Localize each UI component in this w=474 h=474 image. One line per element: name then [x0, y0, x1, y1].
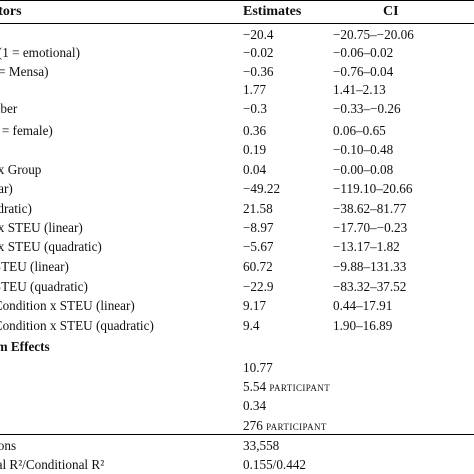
table-row: tion (1 = emotional) −0.02 −0.06–0.02 [0, 43, 474, 62]
ci-value: −0.76–0.04 [333, 64, 394, 79]
estimate-value: 0.19 [243, 142, 267, 157]
table-row: o x STEU (quadratic) −22.9 −83.32–37.52 [0, 277, 474, 296]
estimate-value: −8.97 [243, 220, 274, 235]
section-title: om Effects [0, 339, 50, 354]
header-rule [0, 23, 474, 24]
observations-value: 33,558 [243, 438, 280, 453]
ci-value: −0.00–0.08 [333, 162, 394, 177]
random-effect-value: 5.54 PARTICIPANT [243, 377, 330, 398]
random-effect-number: 5.54 [243, 379, 267, 394]
random-effect-number: 276 [243, 418, 263, 433]
ci-value: −0.10–0.48 [333, 142, 394, 157]
ci-value: −83.32–37.52 [333, 279, 407, 294]
predictor-label: o (1 = Mensa) [0, 64, 49, 79]
ci-value: −20.75–−20.06 [333, 27, 414, 42]
random-effect-value: 276 PARTICIPANT [243, 416, 327, 437]
random-effects-heading: om Effects [0, 337, 474, 356]
top-rule [0, 0, 474, 1]
random-effect-subscript: PARTICIPANT [266, 422, 327, 432]
table-row: (linear) −49.22 −119.10–20.66 [0, 179, 474, 198]
random-effect-subscript: PARTICIPANT [269, 383, 331, 393]
table-row: o x Condition x STEU (quadratic) 9.4 1.9… [0, 316, 474, 335]
ci-value: −9.88–131.33 [333, 259, 407, 274]
predictor-label: (linear) [0, 181, 13, 196]
table-row: er (1 = female) 0.36 0.06–0.65 [0, 121, 474, 140]
estimate-value: −20.4 [243, 27, 274, 42]
predictor-label: Number [0, 101, 18, 116]
ci-value: −0.33–−0.26 [333, 101, 401, 116]
estimate-value: −5.67 [243, 239, 274, 254]
ci-value: 0.44–17.91 [333, 298, 393, 313]
random-effect-value: 10.77 [243, 360, 273, 375]
table-row: o x Condition x STEU (linear) 9.17 0.44–… [0, 296, 474, 315]
table-row: (quadratic) 21.58 −38.62–81.77 [0, 199, 474, 218]
estimate-value: 9.17 [243, 298, 267, 313]
predictor-label: tion (1 = emotional) [0, 45, 80, 60]
estimate-value: 60.72 [243, 259, 273, 274]
table-row: ept −20.4 −20.75–−20.06 [0, 25, 474, 44]
table-row: tion x Group 0.04 −0.00–0.08 [0, 160, 474, 179]
random-effect-value: 0.34 [243, 398, 267, 413]
ci-value: −119.10–20.66 [333, 181, 413, 196]
table-row: 0.19 −0.10–0.48 [0, 140, 474, 159]
ci-value: 1.90–16.89 [333, 318, 393, 333]
predictor-label: o x STEU (linear) [0, 259, 69, 274]
header-ci: CI [383, 4, 399, 19]
table-row: 1.77 1.41–2.13 [0, 80, 474, 99]
ci-value: 0.06–0.65 [333, 123, 386, 138]
r2-label: nal R²/Conditional R² [0, 457, 105, 472]
estimate-value: 0.04 [243, 162, 267, 177]
predictor-label: tion x Group [0, 162, 42, 177]
predictor-label: o x Condition x STEU (quadratic) [0, 318, 154, 333]
estimate-value: −22.9 [243, 279, 274, 294]
ci-value: −13.17–1.82 [333, 239, 400, 254]
observations-label: vations [0, 438, 17, 453]
header-predictors: ctors [0, 4, 22, 19]
table-row: o x STEU (linear) 60.72 −9.88–131.33 [0, 257, 474, 276]
random-effect-row: 10.77 [0, 358, 474, 377]
estimate-value: −0.02 [243, 45, 274, 60]
random-effect-row: 276 PARTICIPANT [0, 416, 474, 435]
estimate-value: 1.77 [243, 82, 267, 97]
table-row: tion x STEU (quadratic) −5.67 −13.17–1.8… [0, 237, 474, 256]
predictor-label: tion x STEU (quadratic) [0, 239, 102, 254]
observations-row: vations 33,558 [0, 436, 474, 455]
table-row: o (1 = Mensa) −0.36 −0.76–0.04 [0, 62, 474, 81]
table-row: Number −0.3 −0.33–−0.26 [0, 99, 474, 118]
table-row: tion x STEU (linear) −8.97 −17.70–−0.23 [0, 218, 474, 237]
predictor-label: tion x STEU (linear) [0, 220, 83, 235]
estimate-value: 0.36 [243, 123, 267, 138]
predictor-label: (quadratic) [0, 201, 32, 216]
r2-value: 0.155/0.442 [243, 457, 307, 472]
header-estimates: Estimates [243, 4, 302, 19]
predictor-label: o x Condition x STEU (linear) [0, 298, 135, 313]
r2-row: nal R²/Conditional R² 0.155/0.442 [0, 455, 474, 474]
ci-value: 1.41–2.13 [333, 82, 386, 97]
ci-value: −38.62–81.77 [333, 201, 407, 216]
estimate-value: −0.3 [243, 101, 267, 116]
predictor-label: o x STEU (quadratic) [0, 279, 88, 294]
ci-value: −0.06–0.02 [333, 45, 394, 60]
estimate-value: 21.58 [243, 201, 273, 216]
ci-value: −17.70–−0.23 [333, 220, 408, 235]
estimate-value: −49.22 [243, 181, 281, 196]
estimate-value: −0.36 [243, 64, 274, 79]
estimate-value: 9.4 [243, 318, 260, 333]
footer-rule [0, 434, 474, 435]
random-effect-row: 5.54 PARTICIPANT [0, 377, 474, 396]
predictor-label: er (1 = female) [0, 123, 53, 138]
random-effect-row: 0.34 [0, 396, 474, 415]
